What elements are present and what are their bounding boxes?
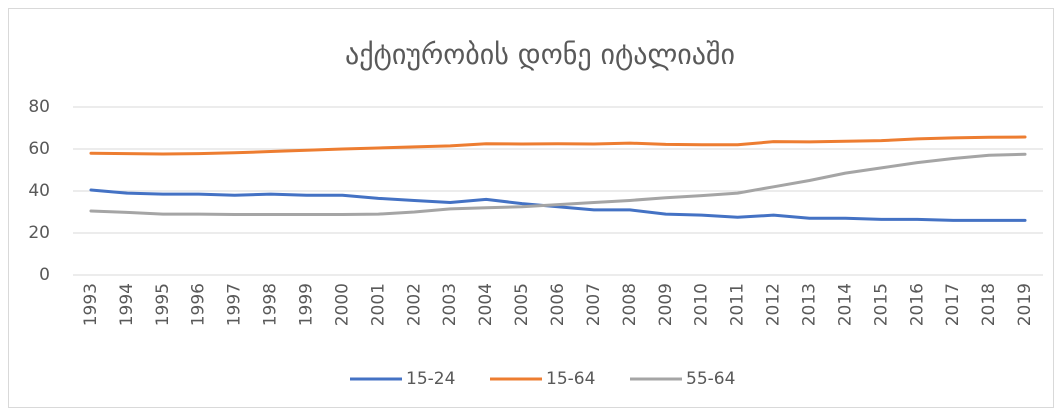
x-tick-label: 2009 <box>656 283 676 326</box>
x-tick-label: 1996 <box>189 283 209 326</box>
x-tick-label: 2010 <box>692 283 712 326</box>
y-tick-label: 80 <box>28 97 50 117</box>
x-tick-label: 2018 <box>979 283 999 326</box>
legend-label: 15-64 <box>546 369 595 389</box>
x-tick-label: 1995 <box>153 283 173 326</box>
series-line <box>89 152 1027 217</box>
x-tick-label: 2001 <box>368 283 388 326</box>
x-tick-label: 2017 <box>943 283 963 326</box>
x-tick-label: 1999 <box>297 283 317 326</box>
x-tick-label: 2013 <box>799 283 819 326</box>
x-tick-label: 2011 <box>728 283 748 326</box>
x-tick-label: 2008 <box>620 283 640 326</box>
series-line <box>89 135 1027 156</box>
x-tick-label: 2000 <box>332 283 352 326</box>
y-tick-label: 20 <box>28 223 50 243</box>
x-tick-label: 2012 <box>764 283 784 326</box>
x-tick-label: 2004 <box>476 283 496 326</box>
x-tick-label: 2005 <box>512 283 532 326</box>
x-tick-label: 2006 <box>548 283 568 326</box>
x-tick-label: 1997 <box>225 283 245 326</box>
x-tick-label: 2014 <box>835 283 855 326</box>
x-tick-label: 2007 <box>584 283 604 326</box>
legend-label: 55-64 <box>686 369 735 389</box>
y-tick-label: 0 <box>39 265 50 285</box>
x-tick-label: 1998 <box>261 283 281 326</box>
y-tick-label: 60 <box>28 139 50 159</box>
legend-label: 15-24 <box>406 369 455 389</box>
x-tick-label: 2019 <box>1015 283 1035 326</box>
chart-frame <box>8 8 1054 408</box>
x-tick-label: 2002 <box>404 283 424 326</box>
series-line <box>89 188 1027 222</box>
x-tick-label: 2003 <box>440 283 460 326</box>
x-tick-label: 2015 <box>871 283 891 326</box>
chart-title: აქტიურობის დონე იტალიაში <box>345 38 735 71</box>
x-tick-label: 2016 <box>907 283 927 326</box>
x-tick-label: 1994 <box>117 283 137 326</box>
x-tick-label: 1993 <box>81 283 101 326</box>
y-tick-label: 40 <box>28 181 50 201</box>
